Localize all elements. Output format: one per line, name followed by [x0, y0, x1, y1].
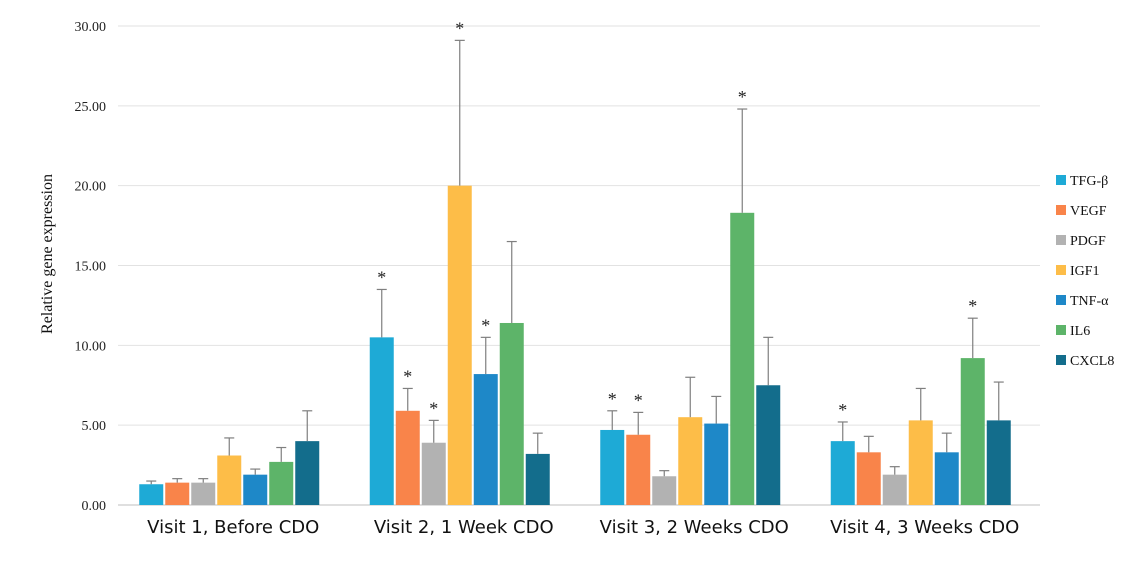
bar — [295, 441, 320, 505]
legend-swatch — [1056, 265, 1066, 275]
gridlines — [118, 25, 1040, 506]
legend-swatch — [1056, 325, 1066, 335]
bar — [908, 420, 933, 505]
bar — [756, 385, 781, 505]
significance-star: * — [608, 389, 617, 409]
bar — [986, 420, 1011, 505]
legend-label: TNF-α — [1070, 294, 1109, 309]
bar — [217, 455, 242, 505]
bar — [369, 337, 394, 505]
category-label: Visit 1, Before CDO — [147, 517, 319, 538]
bar — [960, 358, 985, 505]
bar — [652, 476, 677, 505]
bar — [525, 453, 550, 505]
bar — [856, 452, 881, 505]
bars — [139, 185, 1011, 505]
legend-swatch — [1056, 175, 1066, 185]
category-label: Visit 4, 3 Weeks CDO — [830, 517, 1019, 538]
legend-swatch — [1056, 355, 1066, 365]
x-axis-categories: Visit 1, Before CDO Visit 2, 1 Week CDO Vi… — [147, 517, 1019, 538]
significance-star: * — [634, 390, 643, 410]
y-axis-label: Relative gene expression — [39, 174, 56, 334]
legend-label: CXCL8 — [1070, 354, 1114, 369]
y-tick-label: 15.00 — [75, 260, 107, 275]
error-bars — [146, 39, 1004, 485]
significance-star: * — [481, 315, 490, 335]
bar — [830, 441, 855, 505]
legend-swatch — [1056, 235, 1066, 245]
bar — [447, 185, 472, 505]
bar — [165, 482, 190, 505]
legend-swatch — [1056, 295, 1066, 305]
y-tick-label: 20.00 — [75, 180, 107, 195]
bar — [395, 410, 420, 505]
legend: TFG-β VEGF PDGF IGF1 TNF-α IL6 CXCL8 — [1056, 174, 1114, 369]
y-axis-ticks: 0.00 5.00 10.00 15.00 20.00 25.00 30.00 — [75, 20, 107, 514]
legend-label: IL6 — [1070, 324, 1090, 339]
significance-star: * — [838, 400, 847, 420]
bar — [243, 474, 268, 505]
legend-swatch — [1056, 205, 1066, 215]
bar — [882, 474, 907, 505]
significance-star: * — [968, 296, 977, 316]
bar — [421, 442, 446, 505]
legend-label: VEGF — [1070, 204, 1107, 219]
bar — [730, 212, 755, 505]
bar — [139, 484, 164, 505]
significance-star: * — [403, 366, 412, 386]
bar — [934, 452, 959, 505]
bar — [626, 434, 651, 505]
category-label: Visit 2, 1 Week CDO — [374, 517, 554, 538]
y-tick-label: 25.00 — [75, 100, 107, 115]
bar — [600, 429, 625, 505]
significance-star: * — [429, 398, 438, 418]
y-tick-label: 30.00 — [75, 20, 107, 35]
legend-label: PDGF — [1070, 234, 1106, 249]
y-tick-label: 5.00 — [82, 419, 107, 434]
y-tick-label: 10.00 — [75, 339, 107, 354]
significance-star: * — [455, 18, 464, 38]
bar — [473, 374, 498, 505]
bar — [191, 482, 216, 505]
legend-label: IGF1 — [1070, 264, 1100, 279]
category-label: Visit 3, 2 Weeks CDO — [600, 517, 789, 538]
significance-star: * — [738, 87, 747, 107]
legend-label: TFG-β — [1070, 174, 1108, 189]
bar — [499, 322, 524, 505]
y-tick-label: 0.00 — [82, 499, 107, 514]
bar — [678, 417, 703, 505]
bar — [269, 461, 294, 505]
significance-star: * — [377, 267, 386, 287]
significance-markers: * * * * * * * * * * — [377, 18, 977, 420]
bar — [704, 423, 729, 505]
